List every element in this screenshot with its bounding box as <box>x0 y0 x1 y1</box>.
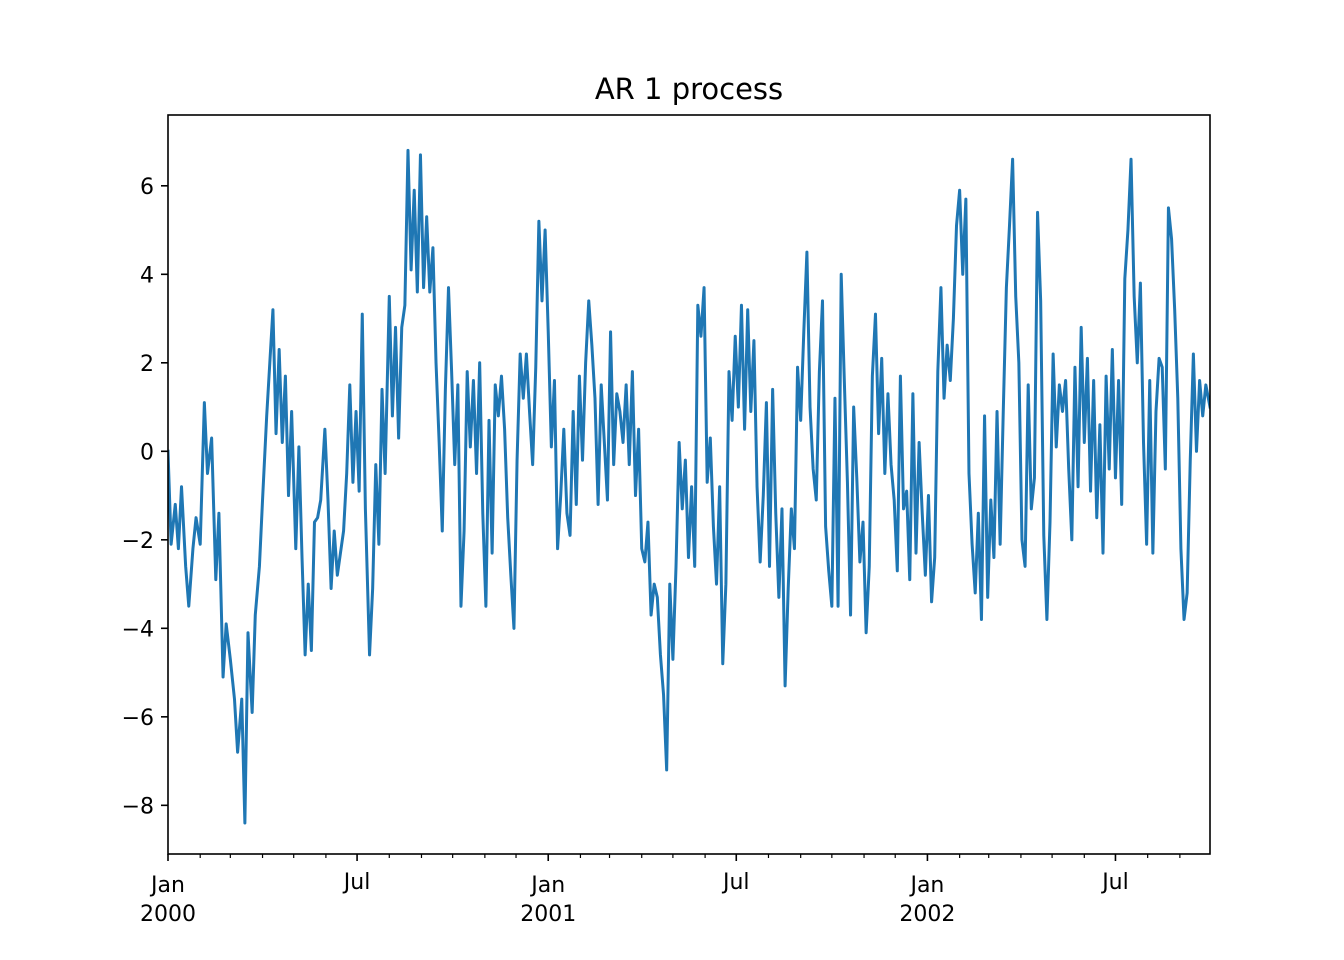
x-tick-label: Jul <box>1100 870 1129 895</box>
x-tick-label: Jan <box>149 873 185 898</box>
y-axis: −8 −6 −4 −2 0 2 4 6 <box>122 175 168 819</box>
chart-title: AR 1 process <box>595 72 783 106</box>
x-tick-year-label: 2002 <box>899 902 955 927</box>
axes-frame <box>167 114 1211 855</box>
series-line-ar1 <box>168 148 1210 825</box>
x-axis: Jan 2000 Jul Jan 2001 Jul Jan 2002 Jul <box>140 854 1181 927</box>
y-tick-label: 4 <box>140 263 154 288</box>
y-tick-label: 6 <box>140 175 154 200</box>
x-tick-label: Jan <box>908 873 944 898</box>
x-tick-year-label: 2000 <box>140 902 196 927</box>
y-tick-label: 0 <box>140 440 154 465</box>
y-tick-label: −6 <box>122 706 154 731</box>
y-tick-label: −4 <box>122 617 154 642</box>
y-tick-label: −8 <box>122 794 154 819</box>
y-tick-label: −2 <box>122 529 154 554</box>
x-tick-label: Jan <box>529 873 565 898</box>
y-tick-label: 2 <box>140 352 154 377</box>
plot-area <box>167 114 1211 855</box>
x-tick-year-label: 2001 <box>520 902 576 927</box>
x-tick-label: Jul <box>721 870 750 895</box>
x-tick-label: Jul <box>342 870 371 895</box>
